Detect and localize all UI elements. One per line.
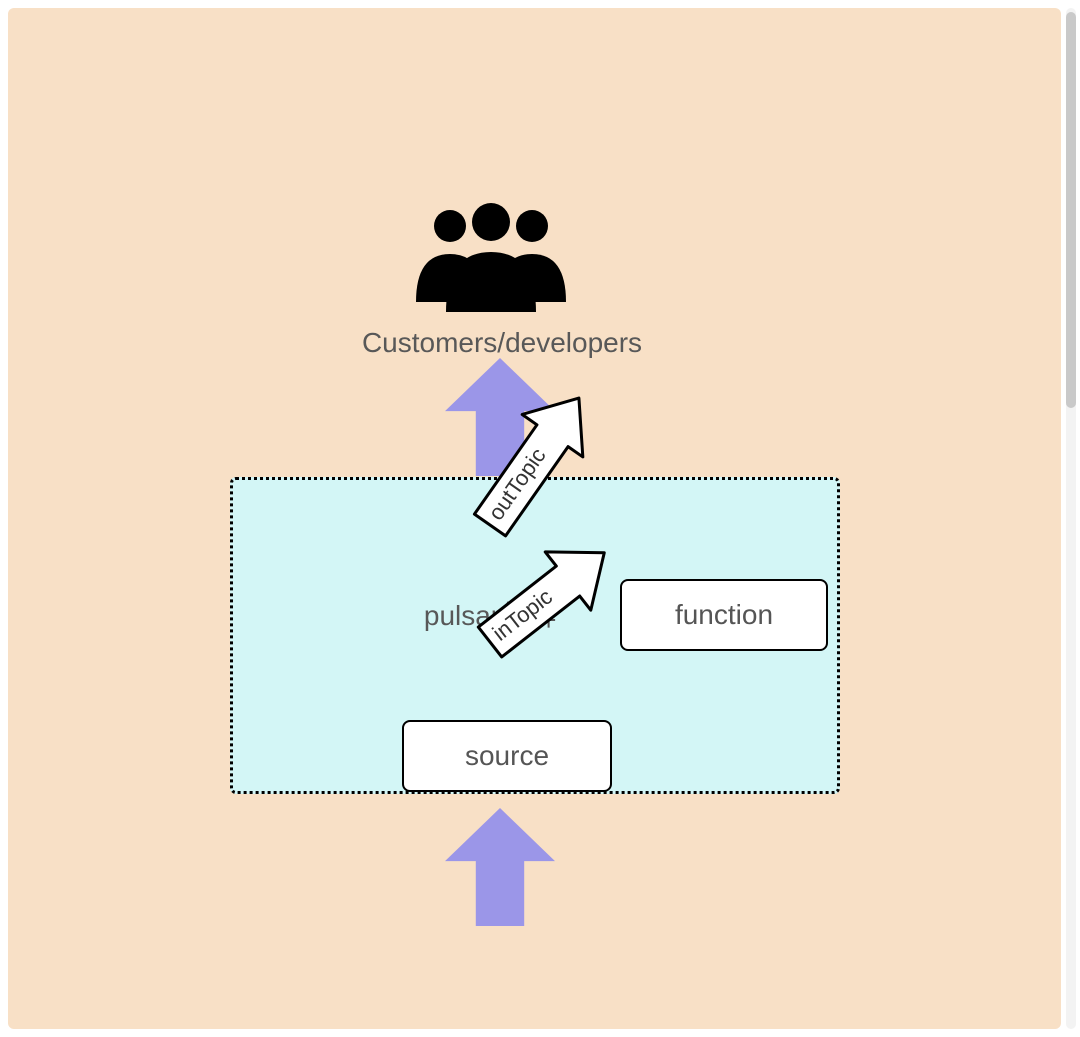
node-function-label: function (675, 599, 773, 631)
arrow-up-to-cluster (445, 808, 555, 926)
people-icon (406, 202, 576, 322)
diagram-stage: Customers/developerspulsar集群inTopicoutTo… (0, 0, 1080, 1037)
node-source: source (402, 720, 612, 792)
node-function: function (620, 579, 828, 651)
scrollbar-thumb[interactable] (1066, 12, 1076, 408)
customers-developers-label: Customers/developers (362, 327, 642, 359)
node-source-label: source (465, 740, 549, 772)
